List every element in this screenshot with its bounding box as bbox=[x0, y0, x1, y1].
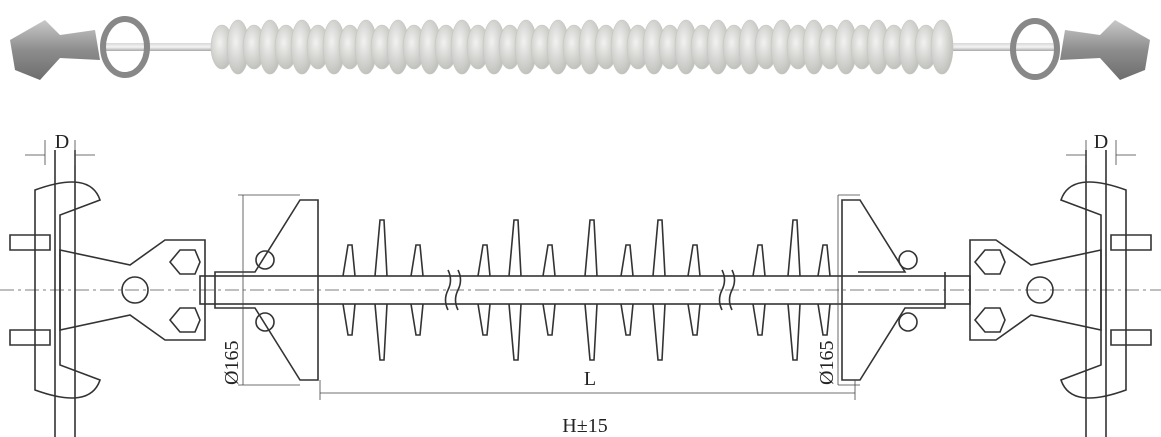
shed bbox=[687, 244, 701, 336]
right-clamp bbox=[1059, 150, 1127, 437]
label-height: H±15 bbox=[562, 415, 607, 437]
photo-right-fitting bbox=[1060, 20, 1150, 80]
right-yoke bbox=[969, 239, 1102, 341]
shed bbox=[620, 244, 634, 336]
insulator-photo bbox=[0, 0, 1161, 128]
dimension-diameter-left bbox=[238, 194, 300, 386]
left-yoke bbox=[59, 239, 206, 341]
bolt bbox=[898, 250, 918, 270]
nut bbox=[168, 249, 201, 275]
technical-drawing: D D Ø165 Ø165 L H±15 bbox=[0, 131, 1161, 437]
dimension-d-right bbox=[1066, 140, 1136, 165]
pin bbox=[121, 276, 149, 304]
dimension-length bbox=[319, 380, 856, 400]
shed bbox=[817, 244, 831, 336]
dimension-diameter-right bbox=[837, 194, 860, 386]
break-marks bbox=[444, 269, 736, 311]
nut bbox=[168, 307, 201, 333]
label-d-left: D bbox=[55, 131, 69, 153]
photo-right-ring bbox=[1010, 18, 1060, 80]
shed bbox=[542, 244, 556, 336]
shed bbox=[752, 244, 766, 336]
left-flange bbox=[214, 199, 319, 381]
right-flange bbox=[841, 199, 946, 381]
dimension-d-left bbox=[25, 140, 95, 165]
right-bolts bbox=[1110, 234, 1152, 346]
shed bbox=[787, 219, 801, 361]
shed bbox=[374, 219, 388, 361]
label-length: L bbox=[584, 368, 596, 390]
photo-shed bbox=[930, 19, 954, 75]
bolt bbox=[255, 250, 275, 270]
pin bbox=[1026, 276, 1054, 304]
label-diameter-left: Ø165 bbox=[221, 341, 243, 385]
left-bolts bbox=[9, 234, 51, 346]
photo-left-ring bbox=[100, 16, 150, 78]
shed bbox=[342, 244, 356, 336]
nut bbox=[973, 249, 1006, 275]
shed bbox=[652, 219, 666, 361]
bolt bbox=[898, 312, 918, 332]
label-d-right: D bbox=[1094, 131, 1108, 153]
left-clamp bbox=[34, 150, 102, 437]
label-diameter-right: Ø165 bbox=[816, 341, 838, 385]
shed bbox=[584, 219, 598, 361]
photo-left-fitting bbox=[10, 20, 100, 80]
shed bbox=[477, 244, 491, 336]
nut bbox=[973, 307, 1006, 333]
shed bbox=[410, 244, 424, 336]
shed bbox=[508, 219, 522, 361]
bolt bbox=[255, 312, 275, 332]
